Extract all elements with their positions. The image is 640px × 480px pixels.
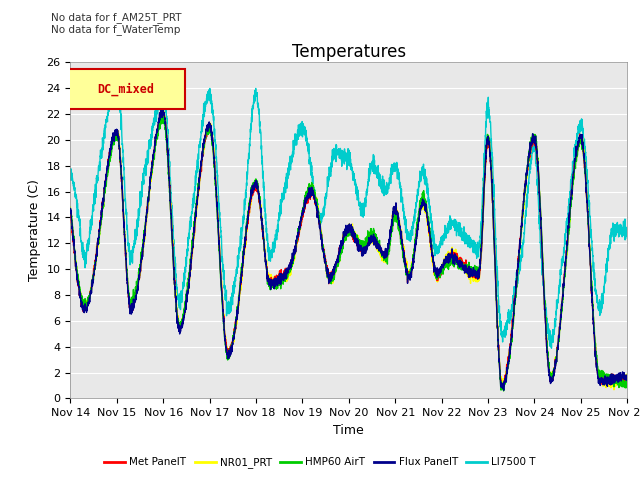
- Met PanelT: [497, 375, 504, 381]
- FancyBboxPatch shape: [68, 69, 184, 109]
- X-axis label: Time: Time: [333, 424, 364, 437]
- NR01_PRT: [589, 308, 597, 314]
- HMP60 AirT: [591, 344, 599, 350]
- HMP60 AirT: [497, 374, 504, 380]
- HMP60 AirT: [67, 205, 74, 211]
- Met PanelT: [260, 248, 268, 253]
- Flux PanelT: [497, 376, 504, 382]
- LI7500 T: [548, 345, 556, 351]
- Line: Met PanelT: Met PanelT: [70, 112, 627, 388]
- Line: NR01_PRT: NR01_PRT: [70, 108, 627, 390]
- Met PanelT: [499, 385, 506, 391]
- Line: Flux PanelT: Flux PanelT: [70, 108, 627, 390]
- LI7500 T: [319, 209, 327, 215]
- Met PanelT: [159, 109, 167, 115]
- Flux PanelT: [157, 105, 165, 111]
- Flux PanelT: [381, 250, 388, 256]
- LI7500 T: [260, 196, 268, 202]
- LI7500 T: [111, 74, 118, 80]
- HMP60 AirT: [260, 248, 268, 253]
- HMP60 AirT: [319, 245, 327, 251]
- Met PanelT: [67, 210, 74, 216]
- Text: No data for f_WaterTemp: No data for f_WaterTemp: [51, 24, 180, 35]
- Met PanelT: [589, 313, 597, 319]
- Title: Temperatures: Temperatures: [292, 43, 406, 61]
- Line: LI7500 T: LI7500 T: [70, 77, 627, 348]
- Flux PanelT: [591, 354, 599, 360]
- Flux PanelT: [319, 246, 327, 252]
- NR01_PRT: [159, 105, 167, 111]
- NR01_PRT: [591, 344, 599, 350]
- Text: DC_mixed: DC_mixed: [97, 82, 155, 96]
- NR01_PRT: [319, 247, 327, 252]
- HMP60 AirT: [589, 309, 597, 314]
- Flux PanelT: [623, 372, 631, 378]
- NR01_PRT: [610, 387, 618, 393]
- HMP60 AirT: [159, 114, 167, 120]
- NR01_PRT: [260, 243, 268, 249]
- Legend: Met PanelT, NR01_PRT, HMP60 AirT, Flux PanelT, LI7500 T: Met PanelT, NR01_PRT, HMP60 AirT, Flux P…: [100, 453, 540, 472]
- Flux PanelT: [500, 387, 508, 393]
- NR01_PRT: [497, 372, 504, 378]
- Y-axis label: Temperature (C): Temperature (C): [28, 180, 41, 281]
- NR01_PRT: [623, 374, 631, 380]
- HMP60 AirT: [623, 378, 631, 384]
- Text: No data for f_AM25T_PRT: No data for f_AM25T_PRT: [51, 12, 182, 23]
- Line: HMP60 AirT: HMP60 AirT: [70, 117, 627, 391]
- Met PanelT: [623, 375, 631, 381]
- Flux PanelT: [67, 209, 74, 215]
- LI7500 T: [497, 321, 504, 327]
- LI7500 T: [381, 192, 388, 198]
- Met PanelT: [319, 245, 327, 251]
- NR01_PRT: [381, 255, 388, 261]
- LI7500 T: [591, 288, 599, 294]
- Met PanelT: [591, 350, 599, 356]
- NR01_PRT: [67, 204, 74, 210]
- Flux PanelT: [260, 247, 268, 252]
- HMP60 AirT: [500, 388, 508, 394]
- Met PanelT: [381, 252, 388, 257]
- LI7500 T: [589, 263, 597, 269]
- LI7500 T: [623, 228, 631, 234]
- Flux PanelT: [589, 315, 597, 321]
- HMP60 AirT: [381, 254, 388, 260]
- LI7500 T: [67, 171, 74, 177]
